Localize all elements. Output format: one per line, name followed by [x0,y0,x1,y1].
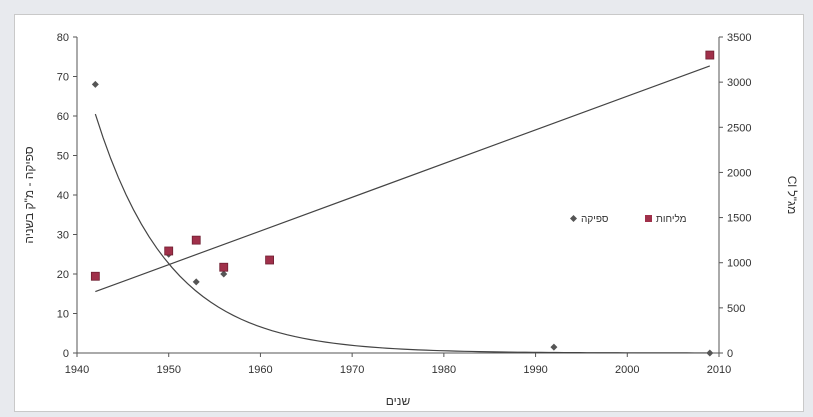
legend-item: מליחות [645,213,687,225]
y-right-tick-label: 0 [727,348,733,360]
legend-marker-diamond [570,215,577,222]
data-point-square [90,271,100,281]
x-axis-title: שנים [386,394,411,408]
data-point-square [164,246,174,256]
trendline-right [95,65,711,293]
data-point-square [191,235,201,245]
legend-marker-square [645,215,652,222]
y-left-axis-title: ספיקה - מ"ק בשניה [22,146,36,243]
ticks-group: 1940 1950 1960 1970 1980 1990 2000 2010 0 10 20 30 4… [57,32,752,376]
legend: ספיקה מליחות [570,213,687,225]
trend-lines [94,65,711,354]
y-right-tick-label: 3500 [727,32,751,44]
y-right-tick-label: 1000 [727,258,751,270]
x-tick-label: 2000 [615,364,639,376]
y-right-axis-title: Cl מג"ל [785,176,799,215]
legend-item: ספיקה [570,214,609,225]
x-tick-label: 1960 [248,364,272,376]
y-left-tick-label: 20 [57,269,69,281]
data-point-diamond [91,80,99,88]
y-left-tick-label: 80 [57,32,69,44]
x-tick-label: 1940 [65,364,89,376]
y-right-tick-label: 2000 [727,167,751,179]
x-tick-label: 1970 [340,364,364,376]
y-left-tick-label: 30 [57,230,69,242]
x-tick-label: 1950 [156,364,180,376]
trendline-left [94,113,710,354]
y-right-tick-label: 500 [727,303,745,315]
y-left-tick-label: 10 [57,309,69,321]
x-tick-label: 1980 [432,364,456,376]
y-left-tick-label: 70 [57,72,69,84]
legend-label: ספיקה [581,214,609,225]
data-point-diamond [550,343,558,351]
axes-group [76,37,720,354]
y-left-tick-label: 40 [57,190,69,202]
legend-label: מליחות [656,213,687,225]
y-right-tick-label: 2500 [727,122,751,134]
data-point-diamond [192,278,200,286]
x-tick-label: 2010 [707,364,731,376]
data-points [90,50,715,357]
data-point-square [219,262,229,272]
chart-panel [14,14,804,412]
y-right-tick-label: 1500 [727,213,751,225]
x-tick-label: 1990 [523,364,547,376]
data-point-diamond [220,270,228,278]
data-point-square [265,255,275,265]
data-point-diamond [706,349,714,357]
data-point-square [705,50,715,60]
y-right-tick-label: 3000 [727,77,751,89]
y-left-tick-label: 0 [63,348,69,360]
y-left-tick-label: 50 [57,151,69,163]
y-left-tick-label: 60 [57,111,69,123]
